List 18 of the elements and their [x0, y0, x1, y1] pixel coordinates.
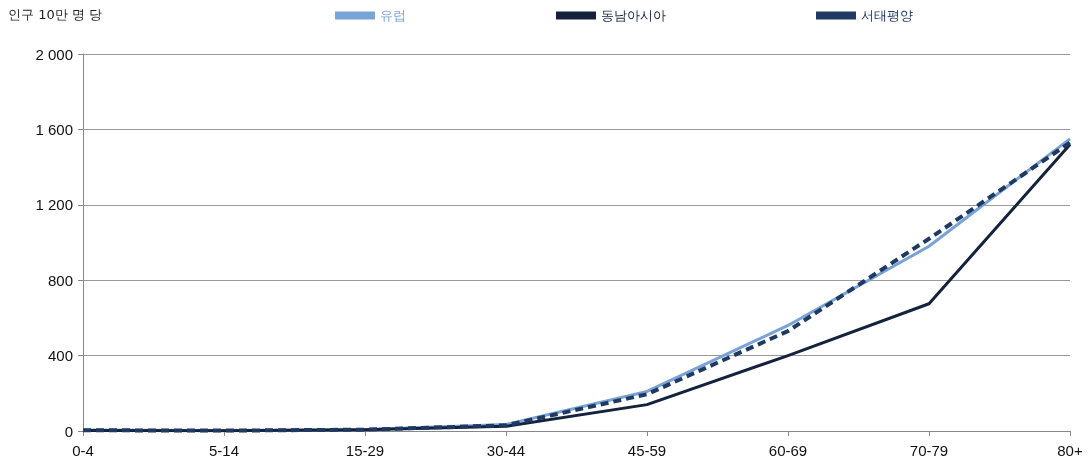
legend-label: 동남아시아	[601, 8, 666, 23]
x-tick-label: 45-59	[627, 442, 667, 459]
y-tick-label: 1 600	[35, 120, 73, 138]
y-tick-label: 0	[64, 422, 73, 440]
x-tick-label: 70-79	[909, 442, 949, 459]
x-tick-label: 15-29	[345, 442, 385, 459]
y-tick-label: 1 200	[35, 196, 73, 214]
x-tick-label: 30-44	[486, 442, 526, 459]
x-tick-label: 60-69	[768, 442, 808, 459]
x-tick-label: 0-4	[72, 442, 94, 459]
y-tick-label: 400	[47, 347, 73, 365]
x-tick-label: 80+	[1057, 442, 1083, 459]
x-tick-label: 5-14	[208, 442, 240, 459]
legend-label: 서태평양	[861, 8, 913, 23]
y-tick-label: 800	[47, 271, 73, 289]
legend-label: 유럽	[380, 8, 406, 23]
y-tick-label: 2 000	[35, 45, 73, 63]
y-axis-title: 인구 10만 명 당	[8, 7, 102, 22]
